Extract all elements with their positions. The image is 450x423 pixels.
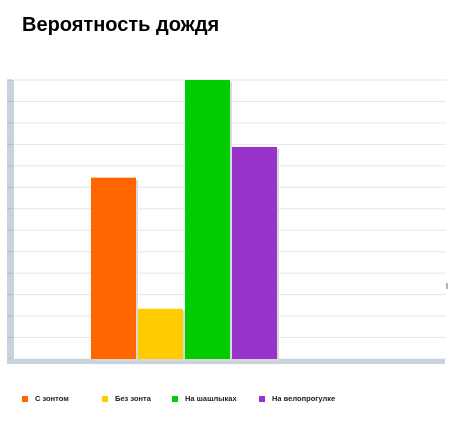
legend-item-1: Без зонта (102, 394, 151, 403)
legend-swatch-0 (22, 395, 28, 402)
bar-0 (91, 177, 136, 359)
bar-1 (138, 308, 183, 359)
right-axis-stub (446, 283, 448, 289)
legend-label-1: Без зонта (115, 394, 151, 403)
legend-swatch-2 (172, 395, 178, 402)
x-axis-band (7, 359, 445, 364)
legend-label-2: На шашлыках (185, 394, 237, 403)
legend-item-2: На шашлыках (172, 394, 237, 403)
bar-3 (232, 146, 277, 359)
bars (91, 80, 279, 361)
chart-title: Вероятность дождя (22, 14, 220, 36)
y-axis-band (7, 80, 14, 363)
legend-item-0: С зонтом (22, 394, 69, 403)
bar-2 (185, 80, 230, 359)
legend-swatch-3 (259, 395, 265, 402)
legend-item-3: На велопрогулке (259, 394, 335, 403)
legend-label-3: На велопрогулке (272, 394, 336, 403)
legend-label-0: С зонтом (35, 394, 69, 403)
legend: С зонтом Без зонта На шашлыках На велопр… (22, 394, 442, 408)
legend-swatch-1 (102, 395, 108, 402)
axes (7, 79, 448, 364)
